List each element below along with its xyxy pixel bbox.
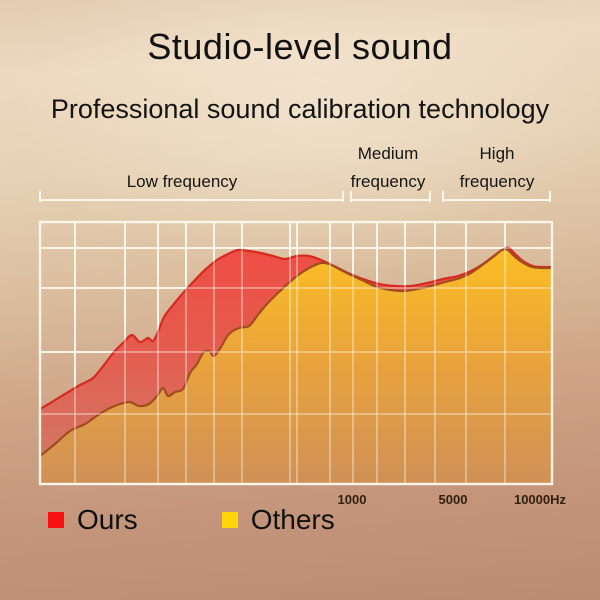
band-label-low: Low frequency: [126, 172, 238, 191]
legend-item-others: Others: [221, 504, 335, 536]
others-color-swatch: [221, 512, 238, 528]
page-subtitle: Professional sound calibration technolog…: [50, 94, 550, 124]
curve-others: [39, 248, 553, 457]
x-tick-10000hz: 10000Hz: [513, 492, 567, 507]
legend-label-others: Others: [250, 504, 335, 535]
x-tick-1000: 1000: [337, 492, 367, 507]
legend-label-ours: Ours: [77, 504, 138, 535]
page-title: Studio-level sound: [147, 26, 453, 67]
x-tick-5000: 5000: [438, 492, 468, 507]
ours-color-swatch: [48, 512, 64, 528]
area-others: [40, 249, 552, 484]
legend: Ours Others: [48, 504, 335, 536]
legend-item-ours: Ours: [48, 504, 138, 536]
band-label-high: High frequency: [459, 144, 535, 191]
band-label-medium: Medium frequency: [350, 144, 426, 191]
